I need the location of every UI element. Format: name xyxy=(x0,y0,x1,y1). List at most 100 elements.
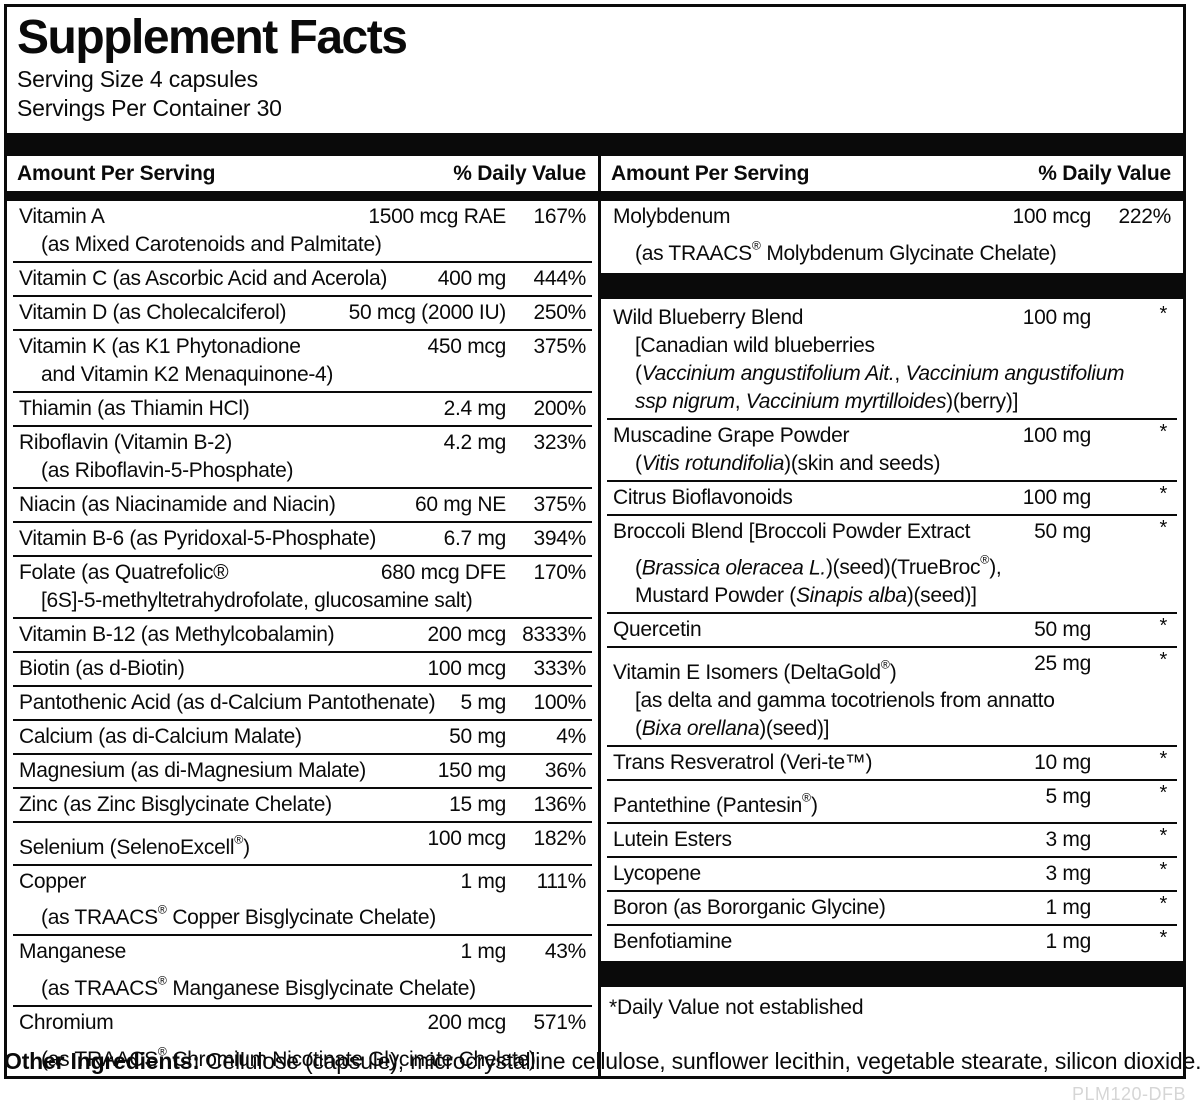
registered-mark: ® xyxy=(213,561,229,584)
nutrient-name: Selenium (SelenoExcell®) xyxy=(19,832,250,859)
nutrient-amount: 100 mg xyxy=(1022,485,1092,509)
columns: Amount Per Serving % Daily Value Vitamin… xyxy=(7,156,1183,1076)
nutrient-row: Benfotiamine 1 mg * xyxy=(607,923,1177,958)
nutrient-subtext-segment: Mustard Powder ( xyxy=(635,584,796,608)
nutrient-row: Thiamin (as Thiamin HCl) 2.4 mg 200% xyxy=(13,391,592,425)
nutrient-subtext-segment: (as TRAACS® Molybdenum Glycinate Chelate… xyxy=(635,238,1057,265)
nutrient-daily-value: 375% xyxy=(533,335,586,358)
nutrient-row: Biotin (as d-Biotin) 100 mcg 333% xyxy=(13,651,592,685)
nutrient-subtext-segment: ( xyxy=(635,716,642,740)
nutrient-row: Selenium (SelenoExcell®) 100 mcg 182% xyxy=(13,821,592,864)
other-ingredients-label: Other Ingredients: xyxy=(4,1048,200,1074)
nutrient-row: Trans Resveratrol (Veri-te™) 10 mg * xyxy=(607,744,1177,779)
nutrient-amount: 3 mg xyxy=(1045,861,1092,885)
nutrient-name: Pantethine (Pantesin®) xyxy=(613,789,818,817)
nutrient-subtext: [as delta and gamma tocotrienols from an… xyxy=(607,687,1177,715)
nutrient-subtext-segment: (as TRAACS® Chromium Nicotinate Glycinat… xyxy=(41,1043,536,1071)
nutrient-row: Manganese 1 mg 43% (as TRAACS® Manganese Bi… xyxy=(13,934,592,1005)
nutrient-amount: 100 mcg xyxy=(427,827,507,850)
nutrient-row: Pantothenic Acid (as d-Calcium Pantothen… xyxy=(13,685,592,719)
nutrient-daily-value: * xyxy=(1159,482,1168,505)
nutrient-main-line: Trans Resveratrol (Veri-te™) 10 mg * xyxy=(607,748,1177,777)
nutrient-subtext: (Vaccinium angustifolium Ait., Vaccinium… xyxy=(607,360,1177,388)
nutrient-subtext: (as Mixed Carotenoids and Palmitate) xyxy=(13,231,592,259)
nutrient-row: Vitamin D (as Cholecalciferol) 50 mcg (20… xyxy=(13,295,592,329)
nutrient-daily-value: * xyxy=(1159,615,1168,638)
nutrient-name: Vitamin K (as K1 Phytonadione xyxy=(19,335,301,358)
nutrient-row: Chromium 200 mcg 571% (as TRAACS® Chromium … xyxy=(13,1004,592,1076)
nutrient-daily-value: 182% xyxy=(533,827,586,850)
nutrient-amount: 100 mg xyxy=(1022,305,1092,329)
nutrient-row: Magnesium (as di-Magnesium Malate) 150 mg… xyxy=(13,753,592,787)
nutrient-amount: 2.4 mg xyxy=(443,397,507,420)
registered-mark: ® xyxy=(880,657,890,672)
daily-value-header: % Daily Value xyxy=(453,162,586,185)
nutrient-main-line: Calcium (as di-Calcium Malate) 50 mg 4% xyxy=(13,723,592,751)
nutrient-main-line: Selenium (SelenoExcell®) 100 mcg 182% xyxy=(13,825,592,862)
nutrient-amount: 50 mcg (2000 IU) xyxy=(348,301,507,324)
nutrient-subtext-segment: )(seed)] xyxy=(906,584,977,608)
nutrient-name: Wild Blueberry Blend xyxy=(613,305,804,329)
nutrient-name: Niacin (as Niacinamide and Niacin) xyxy=(19,493,336,516)
nutrient-name: Riboflavin (Vitamin B-2) xyxy=(19,431,232,454)
nutrient-subtext-segment: ssp nigrum xyxy=(635,389,735,413)
nutrient-main-line: Biotin (as d-Biotin) 100 mcg 333% xyxy=(13,655,592,683)
daily-value-footnote: *Daily Value not established xyxy=(609,995,864,1019)
nutrient-subtext: (Vitis rotundifolia)(skin and seeds) xyxy=(607,450,1177,478)
nutrient-main-line: Magnesium (as di-Magnesium Malate) 150 mg… xyxy=(13,757,592,785)
nutrient-main-line: Pantethine (Pantesin®) 5 mg * xyxy=(607,782,1177,820)
nutrient-name: Chromium xyxy=(19,1010,114,1034)
nutrient-name: Magnesium (as di-Magnesium Malate) xyxy=(19,759,366,782)
nutrient-main-line: Lutein Esters 3 mg * xyxy=(607,825,1177,854)
nutrient-row: Niacin (as Niacinamide and Niacin) 60 mg … xyxy=(13,487,592,521)
nutrient-main-line: Vitamin B-12 (as Methylcobalamin) 200 mcg… xyxy=(13,621,592,649)
nutrient-row: Quercetin 50 mg * xyxy=(607,612,1177,646)
nutrient-main-line: Benfotiamine 1 mg * xyxy=(607,927,1177,956)
nutrient-subtext-segment: )(berry)] xyxy=(946,389,1019,413)
nutrient-main-line: Wild Blueberry Blend 100 mg * xyxy=(607,303,1177,332)
nutrient-subtext: (Brassica oleracea L.)(seed)(TrueBroc®), xyxy=(607,546,1177,583)
nutrient-row: Vitamin B-6 (as Pyridoxal-5-Phosphate) 6.… xyxy=(13,521,592,555)
right-column-rows: Molybdenum 100 mcg 222% (as TRAACS® Molybde… xyxy=(601,201,1183,990)
registered-mark: ® xyxy=(157,902,167,917)
nutrient-main-line: Vitamin E Isomers (DeltaGold®) 25 mg * xyxy=(607,649,1177,687)
nutrient-amount: 5 mg xyxy=(460,691,507,714)
nutrient-row: Molybdenum 100 mcg 222% (as TRAACS® Molybde… xyxy=(607,201,1177,270)
nutrient-daily-value: 375% xyxy=(533,493,586,516)
nutrient-main-line: Copper 1 mg 111% xyxy=(13,868,592,896)
nutrient-row: Riboflavin (Vitamin B-2) 4.2 mg 323% (as Ri… xyxy=(13,425,592,487)
top-divider-bar xyxy=(7,133,1183,156)
nutrient-amount: 1500 mcg RAE xyxy=(368,205,506,228)
left-column-header: Amount Per Serving % Daily Value xyxy=(7,156,598,191)
nutrient-amount: 10 mg xyxy=(1034,750,1091,774)
nutrient-name: Vitamin C (as Ascorbic Acid and Acerola) xyxy=(19,267,388,290)
nutrient-subtext-segment: ( xyxy=(635,556,642,580)
panel-header: Supplement Facts Serving Size 4 capsules… xyxy=(7,7,1183,133)
section-divider-bar xyxy=(601,960,1183,987)
nutrient-row: Broccoli Blend [Broccoli Powder Extract 5… xyxy=(607,513,1177,613)
nutrient-row: Vitamin E Isomers (DeltaGold®) 25 mg * [as … xyxy=(607,646,1177,745)
nutrient-row: Vitamin C (as Ascorbic Acid and Acerola)… xyxy=(13,261,592,295)
nutrient-main-line: Vitamin C (as Ascorbic Acid and Acerola)… xyxy=(13,265,592,293)
nutrient-name: Benfotiamine xyxy=(613,929,732,953)
nutrient-daily-value: 333% xyxy=(533,657,586,680)
nutrient-main-line: Muscadine Grape Powder 100 mg * xyxy=(607,421,1177,450)
nutrient-daily-value: 43% xyxy=(544,940,586,964)
nutrient-name: Lutein Esters xyxy=(613,827,732,851)
nutrient-name: Trans Resveratrol (Veri-te™) xyxy=(613,750,873,774)
nutrient-row: Calcium (as di-Calcium Malate) 50 mg 4% xyxy=(13,719,592,753)
nutrient-main-line: Vitamin K (as K1 Phytonadione 450 mcg 375% xyxy=(13,333,592,361)
nutrient-daily-value: 200% xyxy=(533,397,586,420)
nutrient-subtext-segment: Brassica oleracea L. xyxy=(641,556,827,580)
nutrient-daily-value: 170% xyxy=(533,561,586,584)
nutrient-subtext: (as TRAACS® Chromium Nicotinate Glycinat… xyxy=(13,1037,592,1074)
nutrient-name: Vitamin A xyxy=(19,205,105,228)
nutrient-daily-value: 36% xyxy=(544,759,586,782)
nutrient-daily-value: 167% xyxy=(533,205,586,228)
nutrient-row: Vitamin B-12 (as Methylcobalamin) 200 mcg… xyxy=(13,617,592,651)
nutrient-name: Manganese xyxy=(19,940,127,964)
nutrient-main-line: Manganese 1 mg 43% xyxy=(13,938,592,966)
registered-mark: ® xyxy=(157,1043,167,1058)
nutrient-row: Wild Blueberry Blend 100 mg * [Canadian wil… xyxy=(607,302,1177,418)
nutrient-amount: 50 mg xyxy=(449,725,506,748)
